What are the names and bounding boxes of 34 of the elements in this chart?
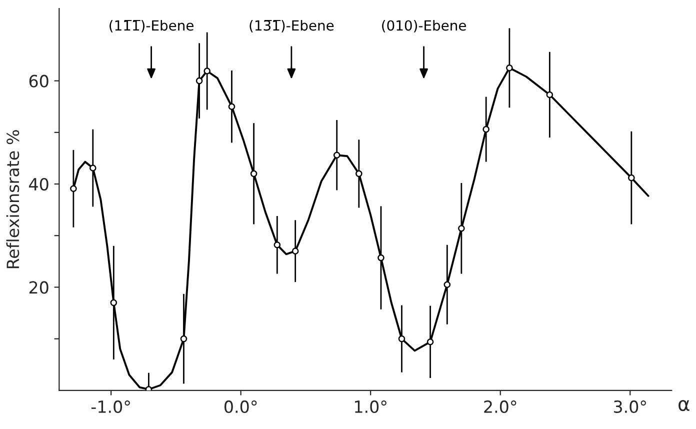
point xyxy=(628,174,635,182)
point xyxy=(506,64,513,72)
ref-line-label: (11̅1̅)-Ebene xyxy=(110,20,194,32)
point xyxy=(292,248,299,254)
point xyxy=(546,91,554,98)
x-tick-label: 2.0° xyxy=(484,400,516,414)
y-tick-label: 20 xyxy=(29,281,48,294)
ref-line-label: (13̅1̅)-Ebene xyxy=(250,20,334,32)
point xyxy=(228,103,236,110)
point xyxy=(70,185,77,192)
point xyxy=(333,152,340,159)
point xyxy=(110,299,118,306)
y-tick-label: 40 xyxy=(29,178,48,191)
point xyxy=(274,241,281,248)
x-tick-label: 0.0° xyxy=(224,400,257,414)
x-tick-label: 1.0° xyxy=(355,400,386,414)
x-axis-title: α xyxy=(678,400,690,412)
point xyxy=(444,281,451,288)
point xyxy=(426,338,434,346)
y-axis-title: Reflexionsrate % xyxy=(6,130,20,268)
point xyxy=(356,170,362,178)
point xyxy=(482,126,490,133)
point xyxy=(458,224,465,232)
x-tick-label: -1.0° xyxy=(91,400,130,414)
point xyxy=(398,335,406,342)
x-tick-label: 3.0° xyxy=(614,400,646,414)
point xyxy=(89,164,96,172)
ref-line-label: (010)-Ebene xyxy=(382,20,466,32)
point xyxy=(196,77,203,84)
point xyxy=(180,335,188,342)
point xyxy=(204,68,210,74)
point xyxy=(250,170,258,178)
y-tick-label: 60 xyxy=(29,74,48,88)
point xyxy=(378,254,384,262)
